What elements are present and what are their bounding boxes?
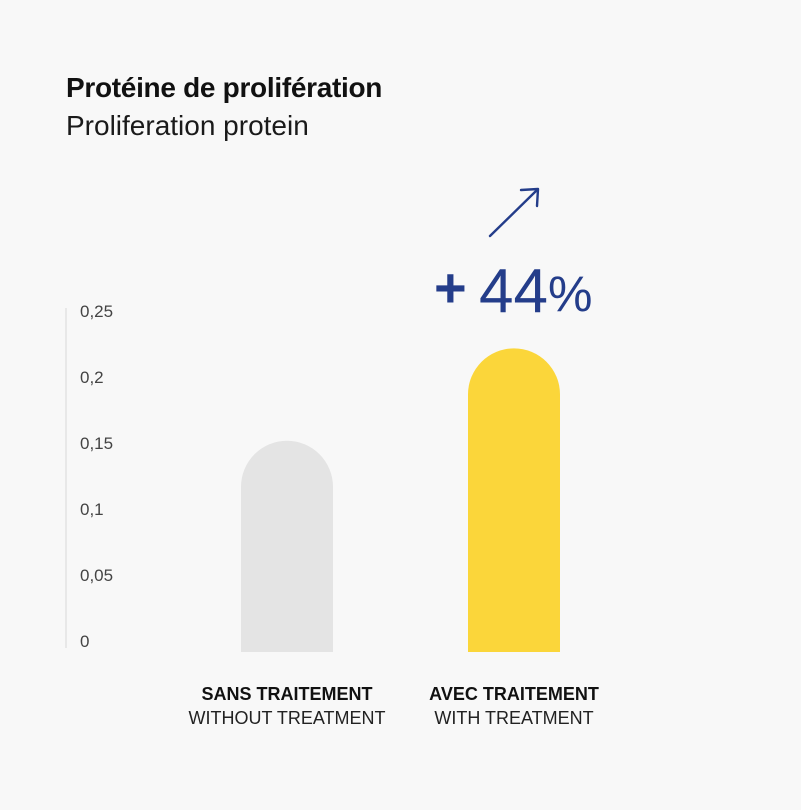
arrow-up-right-icon — [488, 187, 540, 238]
increase-annotation: + 44 % — [434, 187, 592, 326]
y-tick-label: 0,2 — [80, 368, 104, 387]
y-tick-label: 0,05 — [80, 566, 113, 585]
annotation-percent: % — [548, 266, 592, 322]
annotation-plus: + — [434, 256, 467, 319]
bars — [241, 348, 560, 652]
annotation-value: 44 — [479, 257, 548, 326]
bar-with-treatment — [468, 348, 560, 652]
category-label: SANS TRAITEMENT — [202, 684, 373, 704]
y-tick-label: 0,15 — [80, 434, 113, 453]
chart-title: Protéine de prolifération — [66, 72, 383, 103]
category-sublabel: WITHOUT TREATMENT — [189, 708, 386, 728]
category-sublabel: WITH TREATMENT — [434, 708, 593, 728]
bar-without-treatment — [241, 440, 333, 652]
y-tick-label: 0,1 — [80, 500, 104, 519]
y-tick-labels: 0 0,05 0,1 0,15 0,2 0,25 — [80, 302, 113, 651]
category-label: AVEC TRAITEMENT — [429, 684, 599, 704]
chart-subtitle: Proliferation protein — [66, 110, 309, 141]
y-tick-label: 0 — [80, 632, 89, 651]
category-labels: SANS TRAITEMENT WITHOUT TREATMENT AVEC TRA… — [189, 684, 599, 728]
y-tick-label: 0,25 — [80, 302, 113, 321]
